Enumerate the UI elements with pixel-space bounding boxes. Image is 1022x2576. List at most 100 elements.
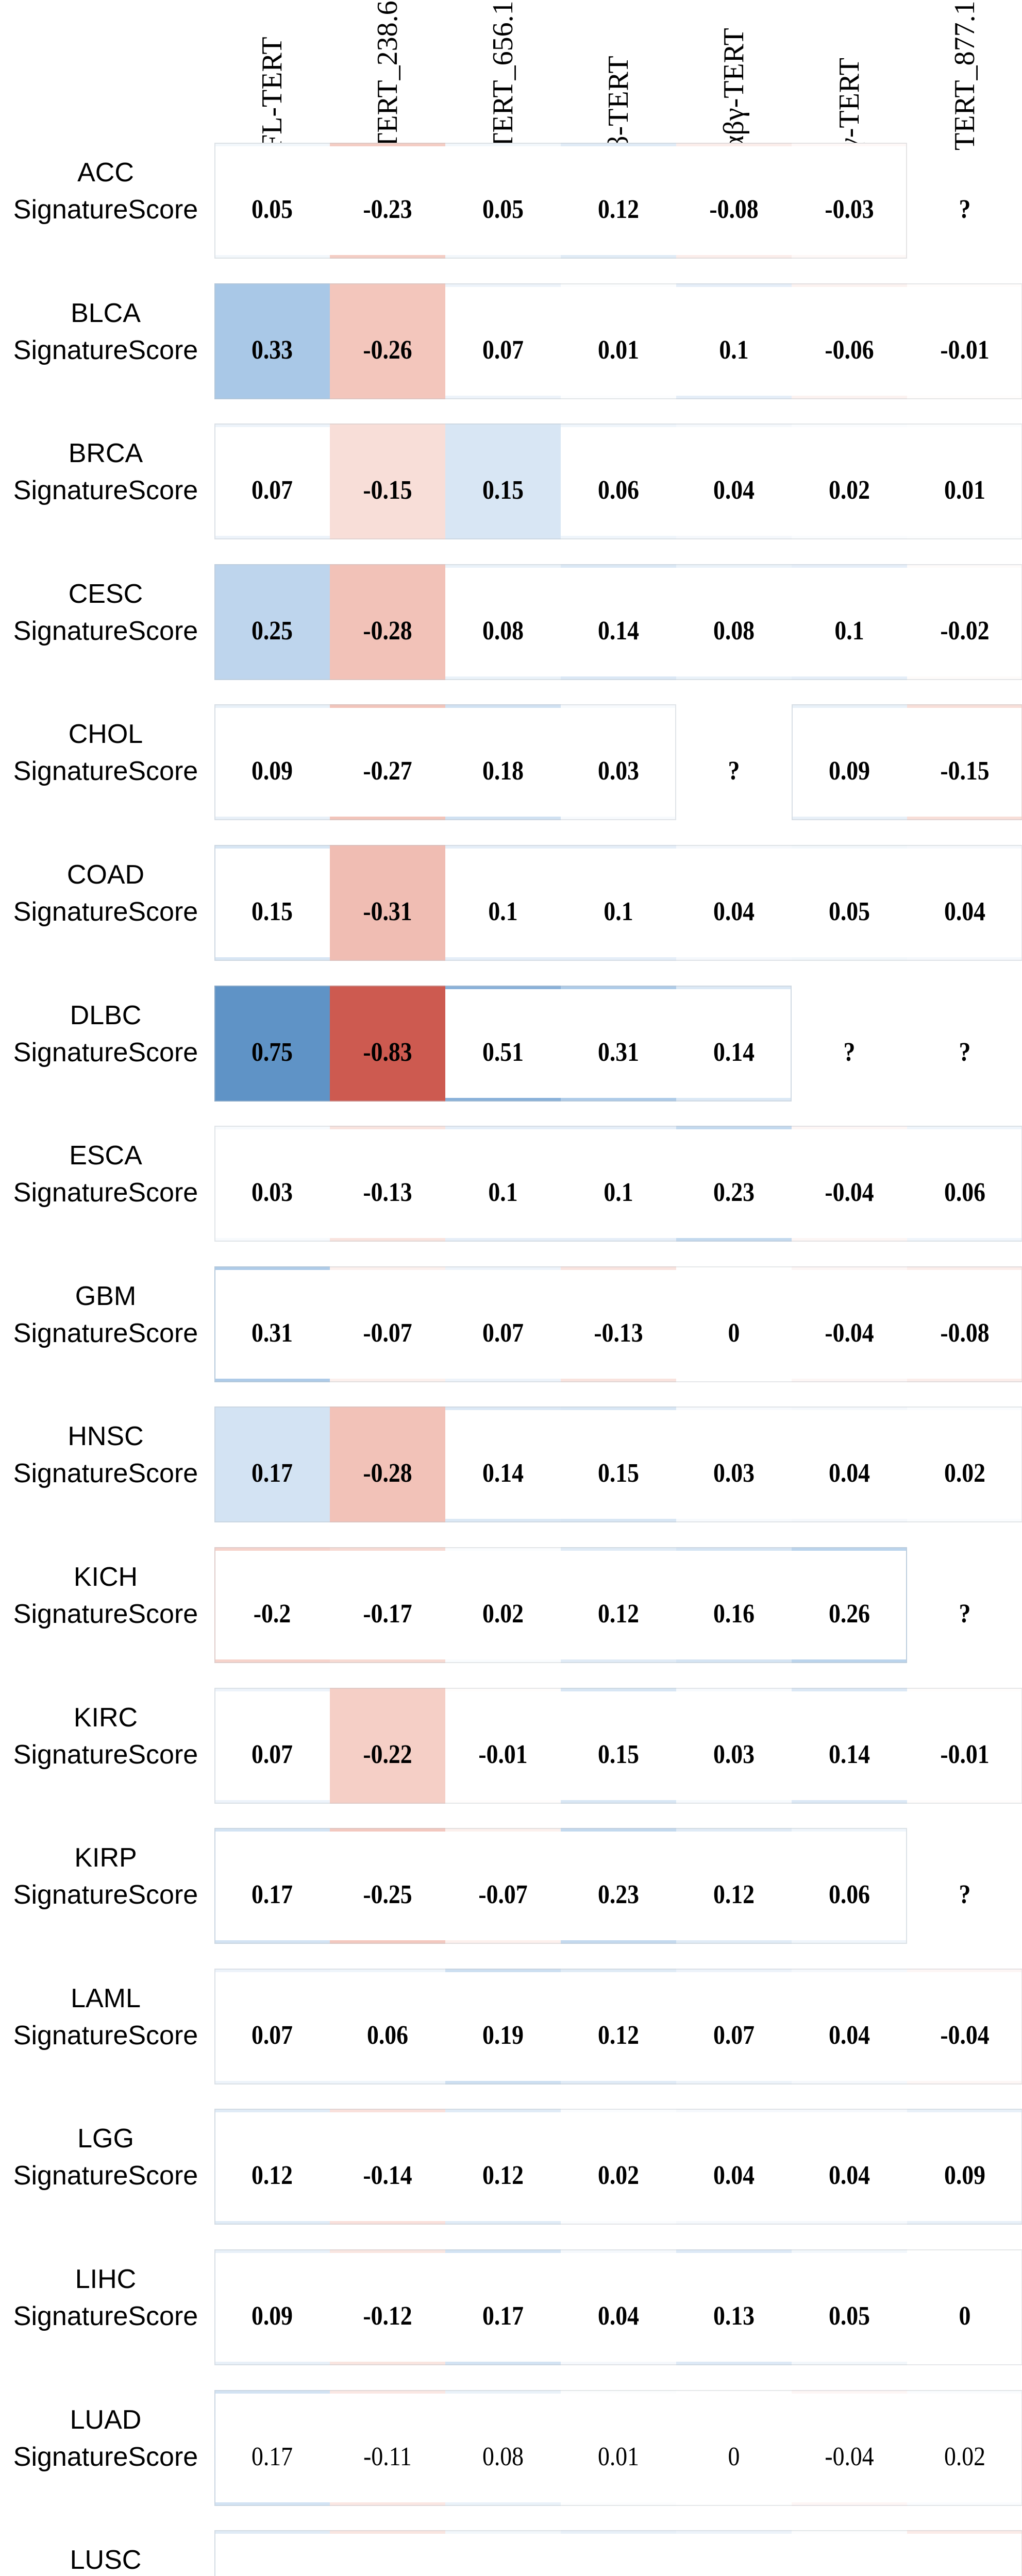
row-sublabel: SignatureScore [13,1318,198,1348]
cell-mask [676,1551,792,1659]
cell-mask [215,1832,330,1940]
row-cancer-label: LIHC [75,2264,137,2294]
cell-ESCA-αβγ-TERT: 0.23 [676,1126,792,1242]
cell-value: 0.09 [828,756,870,786]
cell-CESC-FL-TERT: 0.25 [214,564,330,680]
cell-mask [561,1410,676,1519]
cell-KIRP-β-TERT: 0.23 [561,1828,676,1944]
row-cancer-label: KIRC [73,1703,138,1733]
cell-ESCA-TERT_238.6: -0.13 [330,1126,445,1242]
cell-value: 0.15 [482,476,524,505]
cell-mask [215,1551,330,1659]
cell-mask [561,1129,676,1238]
cell-CESC-TERT_877.1: -0.02 [907,564,1022,680]
cell-KICH-TERT_877.1: ? [907,1547,1022,1663]
cell-BRCA-TERT_656.1: 0.15 [445,423,561,539]
cell-mask [792,2394,907,2502]
cell-LGG-TERT_877.1: 0.09 [907,2109,1022,2225]
cell-ESCA-TERT_656.1: 0.1 [445,1126,561,1242]
cell-value: 0.09 [944,2161,986,2190]
cell-mask [445,2253,561,2362]
cell-value: 0.75 [251,1038,293,1067]
cell-value: -0.01 [478,1740,528,1769]
cell-CESC-αβγ-TERT: 0.08 [676,564,792,680]
cell-ACC-FL-TERT: 0.05 [214,143,330,259]
cell-mask [676,1410,792,1519]
row-label-KICH: KICH SignatureScore [3,1547,209,1663]
cell-HNSC-TERT_238.6: -0.28 [330,1406,445,1522]
cell-mask [907,2394,1021,2502]
cell-KICH-β-TERT: 0.12 [561,1547,676,1663]
cell-fill [214,564,330,680]
cell-mask [561,1270,676,1379]
cell-value: 0.07 [251,1740,293,1769]
cell-value: 0.12 [597,1599,640,1629]
cell-mask [561,708,675,817]
cell-value: 0.07 [251,2021,293,2050]
cell-value: 0.06 [944,1178,986,1207]
cell-value: 0.17 [251,2442,293,2471]
cell-mask [792,2112,907,2221]
cell-value: 0.17 [482,2301,524,2331]
cell-value: 0.01 [944,476,986,505]
cell-DLBC-αβγ-TERT: 0.14 [676,986,792,1101]
cell-value: 0.31 [251,1318,293,1348]
row-label-LUSC: LUSCSignatureScore [3,2530,209,2576]
row-sublabel: SignatureScore [13,2161,198,2191]
cell-mask [907,427,1021,536]
cell-value: 0 [728,1318,740,1348]
cell-mask [330,1129,445,1238]
row-COAD: COAD SignatureScore 0.15 -0.31 0.1 0.1 0.04 0.0… [0,845,1022,961]
row-CESC: CESC SignatureScore 0.25 -0.28 0.08 0.14 0.08 0… [0,564,1022,680]
cell-value: -0.04 [825,2442,874,2471]
cell-value: -0.01 [940,1740,990,1769]
cell-mask [561,427,676,536]
cell-mask [561,2253,676,2362]
cell-ACC-β-TERT: 0.12 [561,143,676,259]
cell-mask [330,1270,445,1379]
row-LIHC: LIHC SignatureScore 0.09 -0.12 0.17 0.04 0.13 0… [0,2249,1022,2365]
cell-value: 0.08 [713,616,755,646]
cell-mask [330,1832,445,1940]
cell-CHOL-γ-TERT: 0.09 [792,704,907,820]
cell-value: -0.23 [363,195,412,224]
cell-mask [792,568,907,676]
cell-mask [676,1832,792,1940]
cell-KICH-FL-TERT: -0.2 [214,1547,330,1663]
cell-LUAD-TERT_656.1: 0.08 [445,2390,561,2506]
cell-mask [445,287,561,396]
cell-mask [445,146,561,255]
cell-BLCA-TERT_877.1: -0.01 [907,283,1022,399]
cell-ACC-TERT_656.1: 0.05 [445,143,561,259]
cell-LUSC-FL-TERT: 0.12 [214,2530,330,2576]
cell-KICH-γ-TERT: 0.26 [792,1547,907,1663]
cell-ACC-TERT_877.1: ? [907,143,1022,259]
cell-HNSC-FL-TERT: 0.17 [214,1406,330,1522]
cell-fill [330,423,445,539]
cell-mask [561,989,676,1098]
cell-value: 0.07 [713,2021,755,2050]
cell-mask [445,1410,561,1519]
cell-value: 0.1 [604,1178,633,1207]
cell-value: 0.01 [597,335,640,365]
cell-mask [792,1551,906,1659]
cell-mask [907,2253,1021,2362]
cell-missing-value: ? [959,1599,971,1629]
cell-value: 0.12 [482,2161,524,2190]
row-cancer-label: LUSC [70,2545,142,2575]
cell-LUSC-β-TERT: 0.09 [561,2530,676,2576]
cell-KIRP-TERT_238.6: -0.25 [330,1828,445,1944]
cell-value: -0.31 [363,897,412,926]
cell-LIHC-TERT_877.1: 0 [907,2249,1022,2365]
cell-LGG-FL-TERT: 0.12 [214,2109,330,2225]
cell-mask [907,708,1021,817]
cell-missing-value: ? [959,1880,971,1909]
cell-CHOL-β-TERT: 0.03 [561,704,676,820]
cell-KIRP-TERT_656.1: -0.07 [445,1828,561,1944]
cell-KIRC-β-TERT: 0.15 [561,1688,676,1804]
cell-LUAD-FL-TERT: 0.17 [214,2390,330,2506]
cell-value: -0.83 [363,1038,412,1067]
cell-mask [330,2534,445,2576]
cell-value: 0.04 [828,2021,870,2050]
cell-fill [214,283,330,399]
